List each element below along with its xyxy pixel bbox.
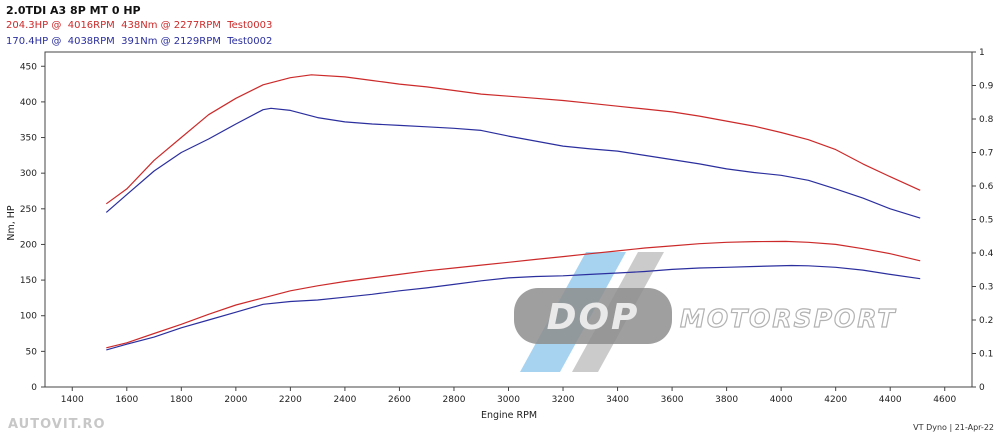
y-tick-label: 300	[20, 169, 37, 179]
watermark: AUTOVIT.RO	[8, 417, 106, 432]
series-line-power-test0003	[106, 240, 921, 349]
y-tick-label: 50	[26, 347, 38, 357]
series-line-torque-test0002	[105, 107, 921, 219]
y-tick-label: 100	[20, 312, 37, 322]
y2-tick-label: 0.1	[979, 350, 993, 360]
x-tick-label: 1800	[170, 395, 193, 405]
y2-tick-label: 0.2	[979, 316, 993, 326]
y-tick-label: 0	[31, 383, 37, 393]
logo-main-text: DOP	[547, 297, 640, 338]
y-tick-label: 150	[20, 276, 37, 286]
y2-tick-label: 0.8	[979, 115, 994, 125]
run-summary-test0002: 170.4HP @ 4038RPM 391Nm @ 2129RPM Test00…	[6, 36, 273, 47]
y-axis-label: Nm, HP	[6, 205, 17, 241]
x-tick-label: 2800	[443, 395, 466, 405]
y2-tick-label: 0.4	[979, 249, 994, 259]
series-line-torque-test0003	[105, 74, 921, 205]
x-tick-label: 3600	[661, 395, 684, 405]
x-tick-label: 3800	[715, 395, 738, 405]
x-tick-label: 3200	[552, 395, 575, 405]
x-axis-label: Engine RPM	[481, 410, 537, 421]
x-tick-label: 4000	[770, 395, 793, 405]
logo-secondary-text: MOTORSPORT	[680, 304, 896, 333]
y2-tick-label: 0	[979, 383, 985, 393]
x-tick-label: 2000	[224, 395, 247, 405]
x-tick-label: 3000	[497, 395, 520, 405]
y-tick-label: 250	[20, 205, 37, 215]
x-tick-label: 1600	[115, 395, 138, 405]
footer-text: VT Dyno | 21-Apr-22	[913, 423, 994, 432]
y2-tick-label: 0.6	[979, 182, 994, 192]
x-tick-label: 1400	[61, 395, 84, 405]
y2-tick-label: 0.9	[979, 82, 994, 92]
run-summary-test0003: 204.3HP @ 4016RPM 438Nm @ 2277RPM Test00…	[6, 20, 273, 31]
y2-tick-label: 0.5	[979, 216, 993, 226]
x-tick-label: 2400	[333, 395, 356, 405]
y2-tick-label: 0.7	[979, 149, 993, 159]
x-tick-label: 2200	[279, 395, 302, 405]
x-tick-label: 4200	[824, 395, 847, 405]
series-line-power-test0002	[106, 264, 921, 351]
y-tick-label: 200	[20, 240, 37, 250]
dop-motorsport-logo: DOP MOTORSPORT	[514, 252, 896, 372]
y-tick-label: 350	[20, 134, 37, 144]
x-tick-label: 4600	[933, 395, 956, 405]
y-tick-label: 400	[20, 98, 37, 108]
y-tick-label: 450	[20, 62, 37, 72]
chart-title: 2.0TDI A3 8P MT 0 HP	[6, 4, 141, 17]
y2-tick-label: 1	[979, 48, 985, 58]
plot-frame	[44, 51, 973, 388]
x-tick-label: 2600	[388, 395, 411, 405]
x-tick-label: 4400	[879, 395, 902, 405]
x-tick-label: 3400	[606, 395, 629, 405]
y2-tick-label: 0.3	[979, 283, 993, 293]
